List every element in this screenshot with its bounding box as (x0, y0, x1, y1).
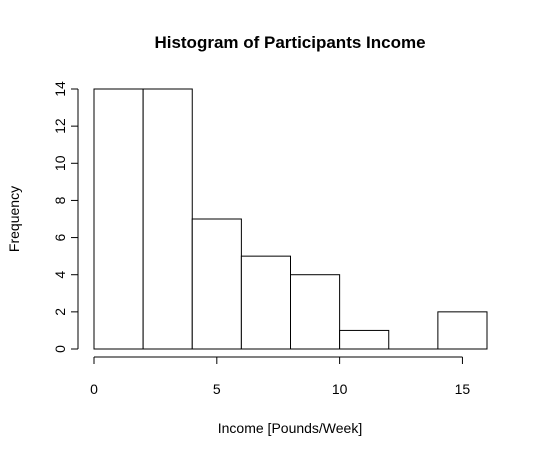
y-tick-label-1: 2 (52, 308, 68, 316)
y-tick-label-5: 10 (52, 155, 68, 171)
histogram-bar-2 (191, 218, 242, 350)
histogram-bar-1 (142, 88, 193, 350)
histogram-bar-4 (290, 274, 341, 350)
x-tick-label-1: 5 (213, 381, 221, 397)
x-tick-label-3: 15 (455, 381, 471, 397)
histogram-bar-0 (93, 88, 144, 350)
x-axis: 0 5 10 15 (90, 356, 471, 397)
histogram-bar-3 (240, 255, 291, 350)
x-tick-label-2: 10 (332, 381, 348, 397)
bars-group (93, 88, 488, 350)
y-axis: 0 2 4 6 8 10 12 14 (52, 81, 79, 353)
histogram-bar-7 (437, 311, 488, 350)
y-tick-label-0: 0 (52, 345, 68, 353)
x-axis-label: Income [Pounds/Week] (218, 420, 362, 436)
y-axis-label: Frequency (6, 186, 22, 252)
x-tick-label-0: 0 (90, 381, 98, 397)
y-tick-label-2: 4 (52, 271, 68, 279)
y-tick-label-3: 6 (52, 233, 68, 241)
histogram-bar-5 (339, 329, 390, 350)
chart-title: Histogram of Participants Income (154, 33, 425, 52)
y-tick-label-4: 8 (52, 196, 68, 204)
y-tick-label-7: 14 (52, 81, 68, 97)
y-tick-label-6: 12 (52, 118, 68, 134)
